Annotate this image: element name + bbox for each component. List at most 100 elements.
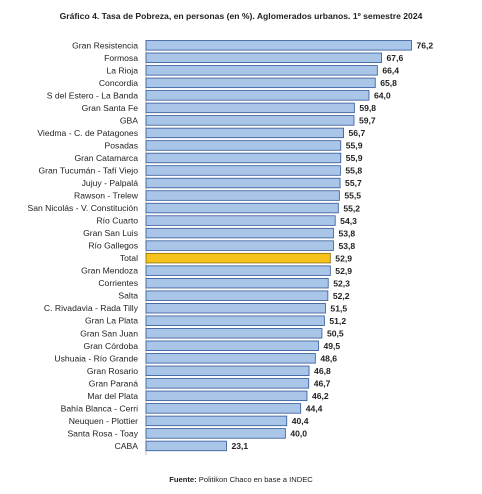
category-label: Río Gallegos <box>88 241 138 251</box>
category-label: La Rioja <box>106 65 138 75</box>
value-label: 59,7 <box>359 116 376 126</box>
category-label: Ushuaia - Río Grande <box>54 353 138 363</box>
category-label: Mar del Plata <box>87 391 138 401</box>
value-label: 67,6 <box>387 53 404 63</box>
value-label: 46,2 <box>312 391 329 401</box>
category-label: Gran Catamarca <box>74 153 138 163</box>
value-label: 76,2 <box>416 41 433 51</box>
category-label: Total <box>120 253 138 263</box>
bar <box>145 390 308 402</box>
bar <box>145 378 310 389</box>
bar <box>145 190 340 201</box>
value-label: 52,9 <box>335 253 352 263</box>
category-label: Gran San Luis <box>83 228 138 238</box>
category-label: S del Estero - La Banda <box>47 90 138 100</box>
value-label: 55,5 <box>344 191 361 201</box>
category-label: Gran Resistencia <box>72 40 138 50</box>
bar <box>145 127 344 139</box>
category-label: C. Rivadavia - Rada Tilly <box>44 303 139 313</box>
source-label: Fuente: <box>169 475 197 484</box>
bar <box>145 353 316 364</box>
bar <box>145 77 376 89</box>
value-label: 48,6 <box>320 354 337 364</box>
bar <box>145 102 355 114</box>
value-label: 50,5 <box>327 328 344 338</box>
value-label: 55,9 <box>346 153 363 163</box>
category-label: Gran Mendoza <box>81 266 138 276</box>
value-label: 66,4 <box>382 66 399 76</box>
value-label: 54,3 <box>340 216 357 226</box>
category-label: Jujuy - Palpalá <box>82 178 139 188</box>
category-label: San Nicolás - V. Constitución <box>27 203 138 213</box>
category-label: Río Cuarto <box>96 216 138 226</box>
category-label: Gran Rosario <box>87 366 138 376</box>
value-label: 56,7 <box>349 128 366 138</box>
category-label: Gran Santa Fe <box>82 103 139 113</box>
bar <box>145 202 339 214</box>
value-label: 44,4 <box>306 404 323 414</box>
category-label: CABA <box>115 441 139 451</box>
category-label: Corrientes <box>98 278 138 288</box>
category-label: Gran Tucumán - Tafí Viejo <box>38 166 138 176</box>
category-label: Gran Córdoba <box>84 341 139 351</box>
bar <box>145 440 227 452</box>
bar <box>145 315 325 326</box>
bar <box>145 52 382 64</box>
value-label: 52,3 <box>333 278 350 288</box>
bar <box>145 40 412 51</box>
value-label: 59,8 <box>359 103 376 113</box>
bar <box>145 277 329 289</box>
category-label: Formosa <box>104 53 138 63</box>
value-label: 40,0 <box>290 429 307 439</box>
value-label: 55,9 <box>346 141 363 151</box>
category-label: Rawson - Trelew <box>74 191 139 201</box>
value-label: 53,8 <box>338 241 355 251</box>
bar <box>145 177 341 189</box>
bar <box>145 65 378 76</box>
value-label: 55,7 <box>345 178 362 188</box>
bar <box>145 165 341 176</box>
value-label: 46,8 <box>314 366 331 376</box>
category-label: Posadas <box>105 140 138 150</box>
value-label: 55,8 <box>345 166 362 176</box>
category-label: Salta <box>118 291 138 301</box>
category-label: Neuquen - Plottier <box>69 416 138 426</box>
bar-highlight <box>145 252 331 264</box>
value-label: 52,2 <box>333 291 350 301</box>
bar <box>145 428 286 439</box>
category-label: Gran Paraná <box>89 378 138 388</box>
category-label: Bahía Blanca - Cerri <box>61 403 138 413</box>
bar <box>145 90 370 101</box>
value-label: 46,7 <box>314 379 331 389</box>
bar <box>145 152 342 164</box>
bar <box>145 303 326 314</box>
category-label: Concordia <box>99 78 138 88</box>
value-label: 55,2 <box>343 203 360 213</box>
bar <box>145 403 302 414</box>
bar <box>145 215 336 226</box>
bar <box>145 140 342 151</box>
bar-rows: Gran Resistencia 76,2 Formosa 67,6 La Rioja 6… <box>27 40 433 452</box>
category-label: Santa Rosa - Toay <box>67 428 138 438</box>
bar <box>145 265 331 276</box>
category-label: GBA <box>120 115 138 125</box>
value-label: 53,8 <box>338 228 355 238</box>
bar <box>145 328 323 339</box>
bar <box>145 365 310 377</box>
value-label: 51,5 <box>330 303 347 313</box>
bar <box>145 227 334 239</box>
bar <box>145 415 288 427</box>
bar <box>145 340 319 351</box>
chart-title: Gráfico 4. Tasa de Pobreza, en personas … <box>59 11 423 21</box>
value-label: 64,0 <box>374 91 391 101</box>
bar <box>145 115 355 126</box>
bar <box>145 240 334 251</box>
value-label: 65,8 <box>380 78 397 88</box>
value-label: 49,5 <box>323 341 340 351</box>
value-label: 40,4 <box>292 416 309 426</box>
value-label: 52,9 <box>335 266 352 276</box>
category-label: Viedma - C. de Patagones <box>37 128 138 138</box>
source-note: Fuente: Politikon Chaco en base a INDEC <box>0 475 482 484</box>
source-text: Politikon Chaco en base a INDEC <box>196 475 313 484</box>
